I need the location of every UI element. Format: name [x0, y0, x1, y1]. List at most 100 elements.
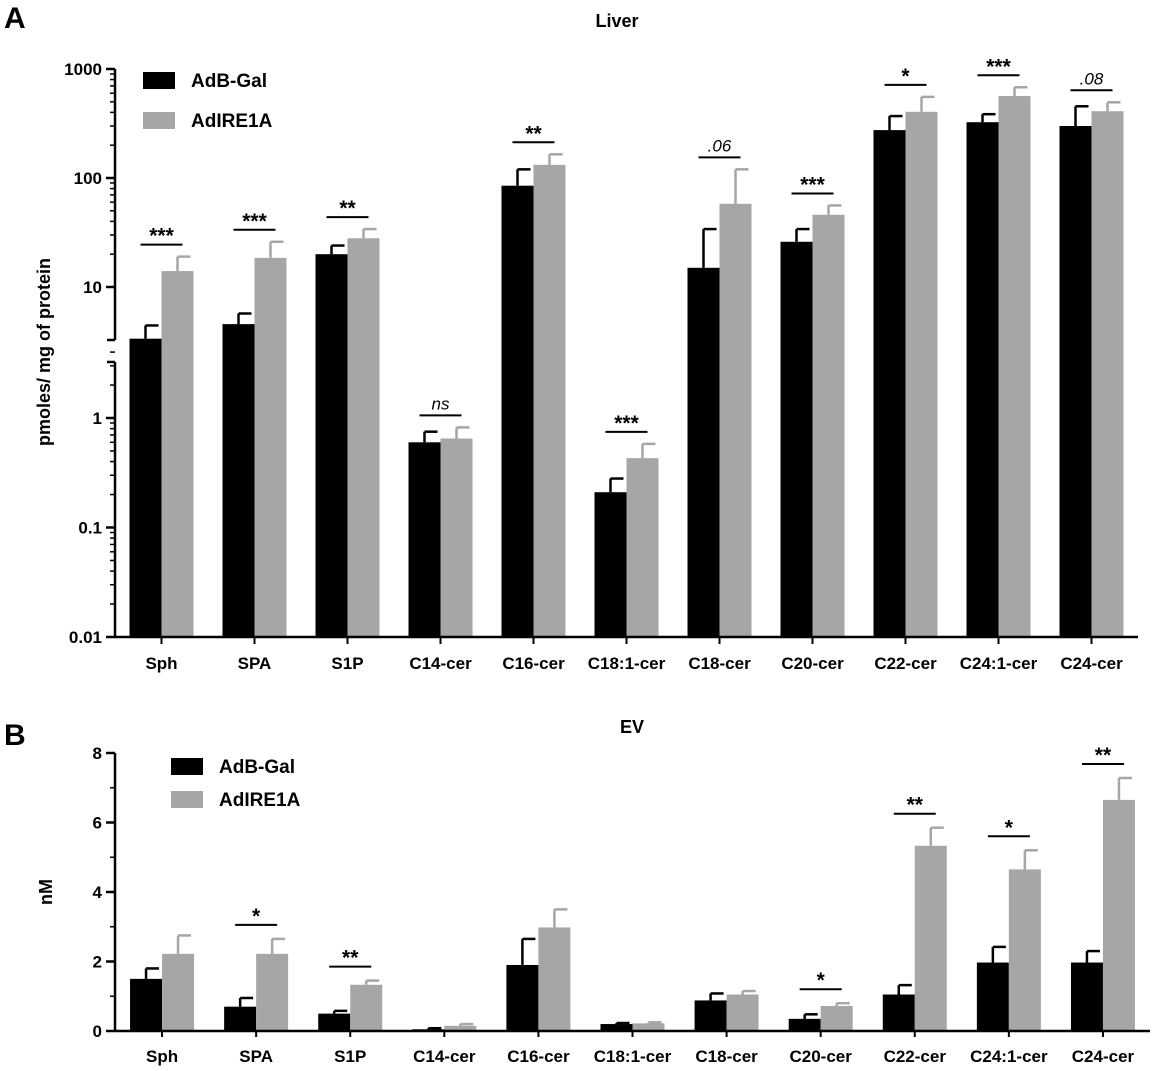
significance-label: *** [149, 225, 174, 248]
y-axis-title: nM [36, 879, 56, 905]
x-tick-label: C24:1-cer [960, 654, 1038, 673]
significance-label: *** [800, 173, 825, 196]
significance-label: .08 [1080, 69, 1104, 88]
bar-adb-gal-c18-1-cer [600, 1024, 633, 1031]
bar-adire1a-c18-cer [726, 994, 759, 1031]
y-tick-label: 1 [93, 409, 102, 428]
bar-adire1a-c16-cer [533, 164, 566, 638]
significance-label: *** [986, 55, 1011, 78]
y-tick-label: 1000 [64, 60, 102, 79]
legend-swatch-adb-gal [143, 72, 175, 89]
x-tick-label: S1P [334, 1047, 366, 1066]
significance-label: *** [614, 412, 639, 435]
y-tick-label: 2 [93, 953, 102, 972]
legend-label-adb-gal: AdB-Gal [191, 71, 267, 92]
bar-adb-gal-sph [130, 978, 163, 1031]
bar-adb-gal-c18-cer [687, 267, 720, 637]
bar-adb-gal-c16-cer [506, 964, 539, 1031]
bar-adire1a-c24-cer [1091, 111, 1124, 638]
bar-adire1a-c24-1-cer [1008, 869, 1041, 1031]
significance-label: * [901, 65, 910, 88]
significance-label: * [1005, 816, 1014, 839]
significance-label: * [817, 969, 826, 992]
bar-adb-gal-c24-cer [1070, 962, 1103, 1031]
panel-label-a: A [4, 2, 26, 35]
bar-adire1a-c22-cer [905, 111, 938, 637]
bar-adb-gal-c22-cer [882, 994, 915, 1031]
significance-label: .06 [708, 136, 732, 155]
bar-adire1a-c20-cer [820, 1005, 853, 1031]
x-tick-label: C22-cer [874, 654, 937, 673]
bar-adb-gal-spa [224, 1006, 257, 1031]
x-tick-label: C20-cer [789, 1047, 852, 1066]
bar-adb-gal-c18-1-cer [594, 492, 627, 637]
legend-swatch-adire1a [143, 112, 175, 129]
bar-adire1a-c14-cer [444, 1025, 477, 1031]
legend-label-adire1a: AdIRE1A [191, 111, 273, 132]
bar-adb-gal-sph [129, 338, 162, 637]
bar-adb-gal-c24-1-cer [976, 962, 1009, 1031]
bar-adire1a-s1p [350, 984, 383, 1031]
x-tick-label: Sph [146, 1047, 178, 1066]
x-tick-label: C16-cer [502, 654, 565, 673]
x-tick-label: C18-cer [688, 654, 751, 673]
bar-adb-gal-s1p [318, 1013, 351, 1031]
bar-adire1a-sph [162, 953, 195, 1031]
y-tick-label: 100 [74, 169, 102, 188]
x-tick-label: C24-cer [1060, 654, 1123, 673]
bar-adire1a-c18-cer [719, 203, 752, 637]
bar-adire1a-c24-cer [1102, 799, 1135, 1031]
bar-adire1a-s1p [347, 238, 380, 638]
bar-adire1a-spa [254, 257, 287, 637]
x-tick-label: C18:1-cer [594, 1047, 672, 1066]
significance-label: *** [242, 210, 267, 233]
y-tick-label: 6 [93, 814, 102, 833]
bar-adb-gal-s1p [315, 254, 348, 637]
significance-label: ** [907, 794, 924, 817]
bar-adb-gal-spa [222, 324, 255, 637]
legend-label-adb-gal: AdB-Gal [219, 757, 295, 778]
significance-label: ** [342, 947, 359, 970]
x-tick-label: C14-cer [413, 1047, 476, 1066]
x-tick-label: Sph [145, 654, 177, 673]
bar-adire1a-c14-cer [440, 438, 473, 637]
bar-adb-gal-c20-cer [788, 1018, 821, 1031]
significance-label: ** [525, 122, 542, 145]
bar-adb-gal-c18-cer [694, 1000, 727, 1031]
y-tick-label: 8 [93, 744, 102, 763]
x-tick-label: C20-cer [781, 654, 844, 673]
y-tick-label: 0 [93, 1022, 102, 1041]
bar-adb-gal-c24-cer [1059, 125, 1092, 638]
panel-label-b: B [4, 719, 26, 752]
x-tick-label: C24:1-cer [970, 1047, 1048, 1066]
chart-title: Liver [595, 11, 638, 31]
y-axis-title: pmoles/ mg of protein [34, 258, 54, 446]
bar-adire1a-c22-cer [914, 845, 947, 1031]
bar-adire1a-spa [256, 953, 289, 1031]
bar-adire1a-c24-1-cer [998, 96, 1031, 637]
bar-adb-gal-c24-1-cer [966, 122, 999, 637]
x-tick-label: S1P [331, 654, 363, 673]
y-tick-label: 0.1 [78, 519, 102, 538]
bar-adire1a-c16-cer [538, 927, 571, 1031]
x-tick-label: C24-cer [1072, 1047, 1135, 1066]
bar-adb-gal-c16-cer [501, 185, 534, 637]
bar-adire1a-c18-1-cer [626, 458, 659, 637]
bar-adb-gal-c20-cer [780, 241, 813, 638]
legend-label-adire1a: AdIRE1A [219, 790, 301, 811]
bar-adire1a-c20-cer [812, 214, 845, 637]
x-tick-label: C18:1-cer [588, 654, 666, 673]
x-tick-label: SPA [239, 1047, 273, 1066]
x-tick-label: C22-cer [884, 1047, 947, 1066]
significance-label: ** [1095, 744, 1112, 767]
legend-swatch-adire1a [171, 791, 203, 808]
chart-title: EV [620, 717, 644, 737]
bar-adb-gal-c22-cer [873, 130, 906, 637]
y-tick-label: 4 [93, 883, 103, 902]
x-tick-label: SPA [238, 654, 272, 673]
bar-adb-gal-c14-cer [408, 442, 441, 637]
y-tick-label: 0.01 [69, 628, 102, 647]
significance-label: * [252, 905, 261, 928]
